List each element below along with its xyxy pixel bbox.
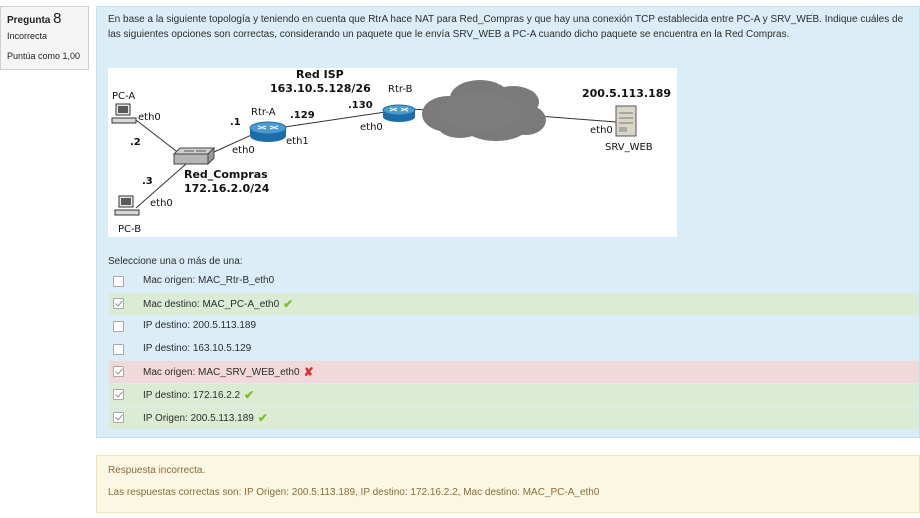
answer-option-3[interactable]: IP destino: 200.5.113.189 (109, 316, 919, 338)
answer-prompt: Seleccione una o más de una: (108, 256, 243, 267)
answer-option-1[interactable]: Mac origen: MAC_Rtr-B_eth0 (109, 271, 919, 293)
feedback-result: Respuesta incorrecta. (108, 465, 206, 476)
answer-label: IP destino: 163.10.5.129 (143, 343, 252, 354)
pc-a-label: PC-A (112, 91, 135, 102)
pc-b-host-label: .3 (142, 176, 153, 187)
answer-option-5[interactable]: Mac origen: MAC_SRV_WEB_eth0 ✘ (109, 361, 919, 383)
pc-a-eth0-label: eth0 (138, 112, 161, 123)
server-icon (615, 105, 637, 137)
feedback-correct-answers: Las respuestas correctas son: IP Origen:… (108, 487, 600, 498)
answer-checkbox[interactable] (113, 412, 124, 423)
server-ip-label: 200.5.113.189 (582, 87, 671, 100)
feedback-panel: Respuesta incorrecta. Las respuestas cor… (96, 455, 920, 513)
rtr-a-wan-host-label: .129 (290, 110, 315, 121)
answer-label: IP destino: 172.16.2.2 (143, 390, 241, 401)
answer-label: IP Origen: 200.5.113.189 (143, 413, 254, 424)
question-text: En base a la siguiente topología y tenie… (108, 14, 904, 40)
rtr-a-lan-host-label: .1 (230, 117, 241, 128)
check-icon: ✔ (244, 388, 255, 402)
answer-label: Mac origen: MAC_SRV_WEB_eth0 (143, 367, 300, 378)
topology-diagram: PC-A eth0 .2 .3 eth0 PC-B .1 Rtr-A eth0 … (108, 68, 677, 237)
red-compras-label: Red_Compras (184, 168, 268, 181)
cross-icon: ✘ (303, 365, 314, 379)
pc-b-eth0-label: eth0 (150, 198, 173, 209)
red-isp-network-label: 163.10.5.128/26 (270, 82, 371, 95)
rtr-b-eth0-label: eth0 (360, 122, 383, 133)
answer-option-2[interactable]: Mac destino: MAC_PC-A_eth0 ✔ (109, 293, 919, 315)
answer-label: IP destino: 200.5.113.189 (143, 320, 257, 331)
pc-b-label: PC-B (118, 224, 141, 235)
question-state: Incorrecta (7, 31, 48, 41)
question-formulation: En base a la siguiente topología y tenie… (96, 6, 920, 438)
answer-checkbox[interactable] (113, 366, 124, 377)
server-eth0-label: eth0 (590, 125, 613, 136)
question-info: Pregunta 8 Incorrecta Puntúa como 1,00 (0, 6, 89, 70)
pc-a-icon (111, 103, 137, 124)
rtr-b-wan-host-label: .130 (348, 100, 373, 111)
answer-checkbox[interactable] (113, 321, 124, 332)
red-compras-network-label: 172.16.2.0/24 (184, 182, 270, 195)
check-icon: ✔ (283, 297, 294, 311)
check-icon: ✔ (257, 411, 268, 425)
rtr-a-eth1-label: eth1 (286, 136, 309, 147)
rtr-b-label: Rtr-B (388, 84, 413, 95)
question-number: Pregunta 8 (7, 10, 62, 27)
answer-option-6[interactable]: IP destino: 172.16.2.2 ✔ (109, 384, 919, 406)
internet-cloud-icon (422, 80, 546, 141)
server-label: SRV_WEB (605, 142, 653, 153)
answer-label: Mac origen: MAC_Rtr-B_eth0 (143, 275, 275, 286)
switch-icon (172, 146, 216, 166)
answer-option-4[interactable]: IP destino: 163.10.5.129 (109, 339, 919, 361)
router-b-icon (382, 104, 416, 122)
answer-checkbox[interactable] (113, 344, 124, 355)
question-grade: Puntúa como 1,00 (7, 51, 81, 61)
answer-checkbox[interactable] (113, 276, 124, 287)
pc-a-host-label: .2 (130, 137, 141, 148)
answer-checkbox[interactable] (113, 298, 124, 309)
rtr-a-eth0-label: eth0 (232, 145, 255, 156)
answer-label: Mac destino: MAC_PC-A_eth0 (143, 299, 280, 310)
rtr-a-label: Rtr-A (251, 107, 276, 118)
answer-checkbox[interactable] (113, 389, 124, 400)
answer-option-7[interactable]: IP Origen: 200.5.113.189 ✔ (109, 407, 919, 429)
red-isp-label: Red ISP (296, 68, 344, 81)
pc-b-icon (114, 195, 140, 216)
router-a-icon (249, 121, 287, 142)
